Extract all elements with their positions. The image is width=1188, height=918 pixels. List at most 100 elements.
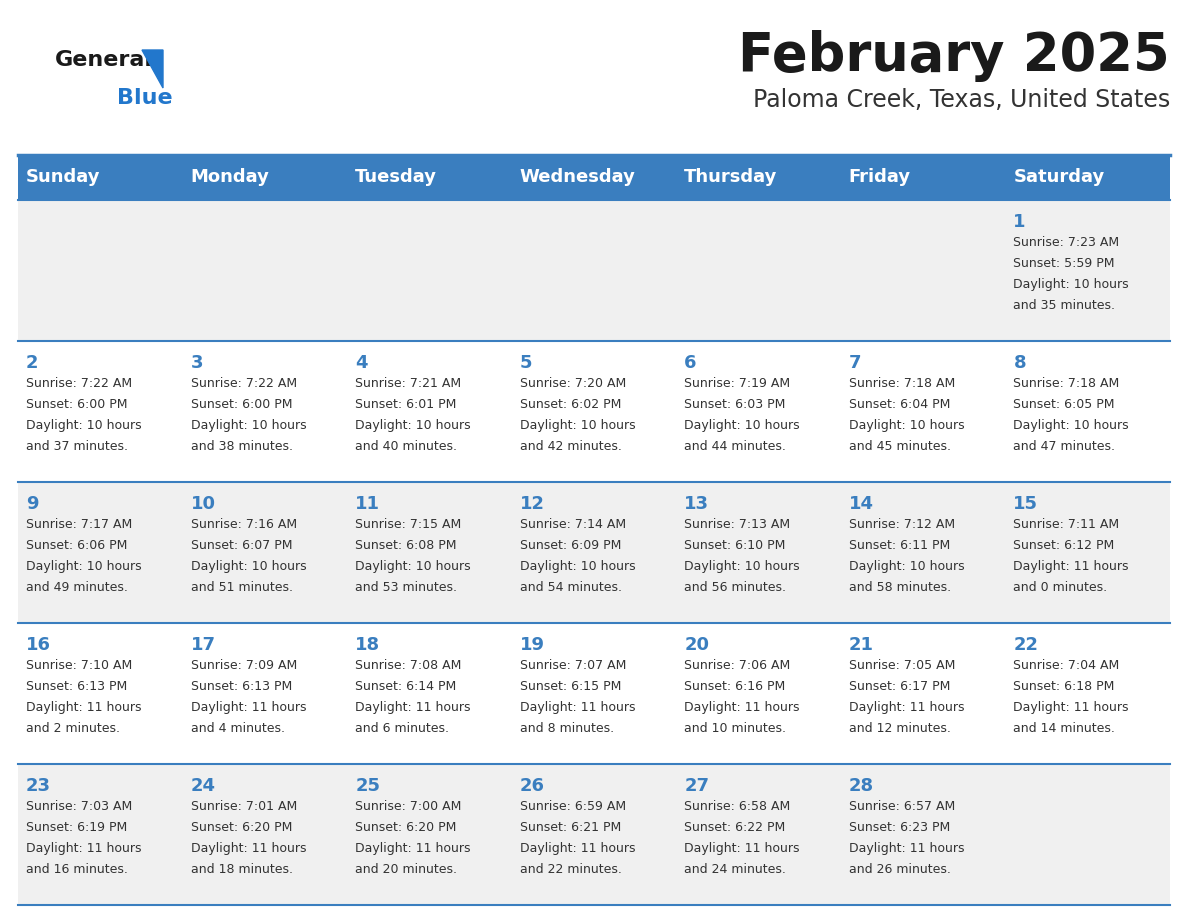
Text: Daylight: 10 hours: Daylight: 10 hours <box>1013 278 1129 291</box>
Text: Sunset: 6:13 PM: Sunset: 6:13 PM <box>190 680 292 693</box>
Text: Daylight: 10 hours: Daylight: 10 hours <box>190 560 307 573</box>
Text: Sunset: 6:19 PM: Sunset: 6:19 PM <box>26 821 127 834</box>
Text: Sunrise: 7:18 AM: Sunrise: 7:18 AM <box>849 377 955 390</box>
Text: and 44 minutes.: and 44 minutes. <box>684 440 786 453</box>
Text: Sunset: 6:15 PM: Sunset: 6:15 PM <box>519 680 621 693</box>
Text: Sunrise: 7:06 AM: Sunrise: 7:06 AM <box>684 659 790 672</box>
Bar <box>18 764 1170 905</box>
Text: 21: 21 <box>849 636 874 654</box>
Text: General: General <box>55 50 153 70</box>
Text: and 2 minutes.: and 2 minutes. <box>26 722 120 735</box>
Text: 14: 14 <box>849 495 874 513</box>
Text: Sunset: 6:06 PM: Sunset: 6:06 PM <box>26 539 127 552</box>
Text: and 14 minutes.: and 14 minutes. <box>1013 722 1116 735</box>
Text: 28: 28 <box>849 777 874 795</box>
Text: 24: 24 <box>190 777 215 795</box>
Text: Sunrise: 7:18 AM: Sunrise: 7:18 AM <box>1013 377 1119 390</box>
Text: Daylight: 11 hours: Daylight: 11 hours <box>355 701 470 714</box>
Text: Sunset: 6:21 PM: Sunset: 6:21 PM <box>519 821 621 834</box>
Text: 25: 25 <box>355 777 380 795</box>
Bar <box>18 200 1170 341</box>
Text: Sunset: 6:04 PM: Sunset: 6:04 PM <box>849 398 950 411</box>
Text: Sunrise: 7:00 AM: Sunrise: 7:00 AM <box>355 800 461 813</box>
Text: and 54 minutes.: and 54 minutes. <box>519 581 621 594</box>
Text: Sunset: 6:09 PM: Sunset: 6:09 PM <box>519 539 621 552</box>
Text: 2: 2 <box>26 354 38 372</box>
Text: Sunset: 6:03 PM: Sunset: 6:03 PM <box>684 398 785 411</box>
Text: Sunset: 6:01 PM: Sunset: 6:01 PM <box>355 398 456 411</box>
Text: Blue: Blue <box>116 88 172 108</box>
Text: and 0 minutes.: and 0 minutes. <box>1013 581 1107 594</box>
Text: Sunset: 6:00 PM: Sunset: 6:00 PM <box>190 398 292 411</box>
Text: 7: 7 <box>849 354 861 372</box>
Text: and 45 minutes.: and 45 minutes. <box>849 440 950 453</box>
Text: 23: 23 <box>26 777 51 795</box>
Text: Daylight: 10 hours: Daylight: 10 hours <box>26 560 141 573</box>
Text: Sunrise: 6:59 AM: Sunrise: 6:59 AM <box>519 800 626 813</box>
Text: and 53 minutes.: and 53 minutes. <box>355 581 457 594</box>
Text: Sunset: 6:07 PM: Sunset: 6:07 PM <box>190 539 292 552</box>
Text: Daylight: 11 hours: Daylight: 11 hours <box>519 701 636 714</box>
Bar <box>18 482 1170 623</box>
Text: and 16 minutes.: and 16 minutes. <box>26 863 128 876</box>
Text: 20: 20 <box>684 636 709 654</box>
Text: Sunrise: 7:22 AM: Sunrise: 7:22 AM <box>26 377 132 390</box>
Text: 6: 6 <box>684 354 697 372</box>
Text: and 10 minutes.: and 10 minutes. <box>684 722 786 735</box>
Text: Sunset: 6:13 PM: Sunset: 6:13 PM <box>26 680 127 693</box>
Text: Sunrise: 7:19 AM: Sunrise: 7:19 AM <box>684 377 790 390</box>
Text: Sunset: 6:17 PM: Sunset: 6:17 PM <box>849 680 950 693</box>
Text: Daylight: 11 hours: Daylight: 11 hours <box>684 842 800 855</box>
Text: Sunrise: 7:17 AM: Sunrise: 7:17 AM <box>26 518 132 531</box>
Text: Daylight: 10 hours: Daylight: 10 hours <box>355 419 470 432</box>
Text: 18: 18 <box>355 636 380 654</box>
Text: Sunrise: 7:05 AM: Sunrise: 7:05 AM <box>849 659 955 672</box>
Text: 9: 9 <box>26 495 38 513</box>
Text: Daylight: 10 hours: Daylight: 10 hours <box>519 560 636 573</box>
Text: and 26 minutes.: and 26 minutes. <box>849 863 950 876</box>
Text: and 24 minutes.: and 24 minutes. <box>684 863 786 876</box>
Text: Daylight: 11 hours: Daylight: 11 hours <box>355 842 470 855</box>
Text: Sunrise: 7:09 AM: Sunrise: 7:09 AM <box>190 659 297 672</box>
Text: Daylight: 10 hours: Daylight: 10 hours <box>355 560 470 573</box>
Text: and 8 minutes.: and 8 minutes. <box>519 722 614 735</box>
Text: Sunset: 6:16 PM: Sunset: 6:16 PM <box>684 680 785 693</box>
Text: Sunset: 6:10 PM: Sunset: 6:10 PM <box>684 539 785 552</box>
Text: 1: 1 <box>1013 213 1026 231</box>
Text: and 20 minutes.: and 20 minutes. <box>355 863 457 876</box>
Text: Daylight: 11 hours: Daylight: 11 hours <box>26 701 141 714</box>
Text: February 2025: February 2025 <box>739 30 1170 82</box>
Text: Daylight: 11 hours: Daylight: 11 hours <box>849 701 965 714</box>
Text: and 18 minutes.: and 18 minutes. <box>190 863 292 876</box>
Text: and 4 minutes.: and 4 minutes. <box>190 722 285 735</box>
Text: Sunrise: 7:22 AM: Sunrise: 7:22 AM <box>190 377 297 390</box>
Text: Thursday: Thursday <box>684 169 778 186</box>
Text: 16: 16 <box>26 636 51 654</box>
Text: Daylight: 11 hours: Daylight: 11 hours <box>1013 560 1129 573</box>
Text: Daylight: 11 hours: Daylight: 11 hours <box>26 842 141 855</box>
Text: and 51 minutes.: and 51 minutes. <box>190 581 292 594</box>
Text: 8: 8 <box>1013 354 1026 372</box>
Text: 17: 17 <box>190 636 215 654</box>
Text: Daylight: 11 hours: Daylight: 11 hours <box>849 842 965 855</box>
Text: Sunset: 6:22 PM: Sunset: 6:22 PM <box>684 821 785 834</box>
Text: Sunrise: 7:01 AM: Sunrise: 7:01 AM <box>190 800 297 813</box>
Text: and 49 minutes.: and 49 minutes. <box>26 581 128 594</box>
Text: 15: 15 <box>1013 495 1038 513</box>
Text: Sunrise: 7:03 AM: Sunrise: 7:03 AM <box>26 800 132 813</box>
Text: 13: 13 <box>684 495 709 513</box>
Bar <box>18 623 1170 764</box>
Text: Saturday: Saturday <box>1013 169 1105 186</box>
Text: Sunset: 6:11 PM: Sunset: 6:11 PM <box>849 539 950 552</box>
Text: 4: 4 <box>355 354 367 372</box>
Text: 11: 11 <box>355 495 380 513</box>
Text: and 12 minutes.: and 12 minutes. <box>849 722 950 735</box>
Text: Sunrise: 7:23 AM: Sunrise: 7:23 AM <box>1013 236 1119 249</box>
Text: 12: 12 <box>519 495 545 513</box>
Text: Daylight: 11 hours: Daylight: 11 hours <box>684 701 800 714</box>
Text: Sunrise: 7:15 AM: Sunrise: 7:15 AM <box>355 518 461 531</box>
Text: Sunrise: 7:21 AM: Sunrise: 7:21 AM <box>355 377 461 390</box>
Text: and 6 minutes.: and 6 minutes. <box>355 722 449 735</box>
Text: Daylight: 10 hours: Daylight: 10 hours <box>519 419 636 432</box>
Text: Daylight: 11 hours: Daylight: 11 hours <box>190 842 307 855</box>
